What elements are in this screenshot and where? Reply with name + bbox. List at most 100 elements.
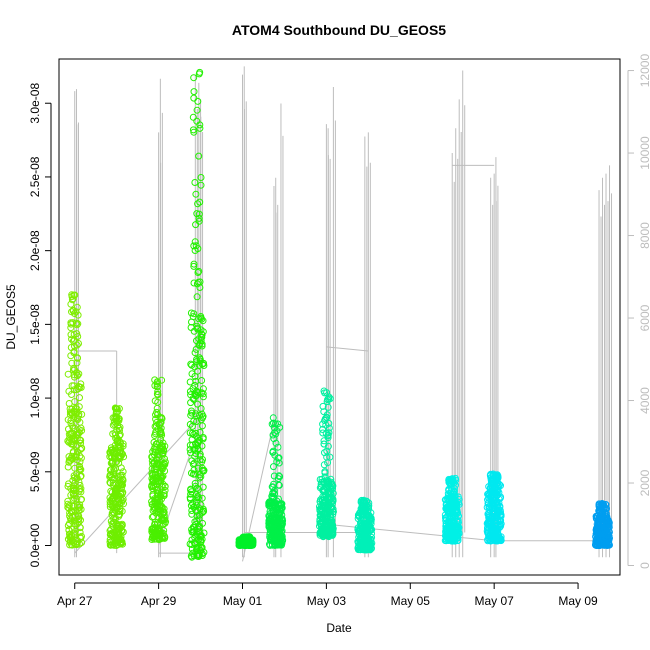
data-point	[195, 486, 203, 493]
data-point	[113, 405, 121, 413]
data-point	[106, 536, 114, 544]
data-point	[159, 463, 167, 471]
data-point	[486, 495, 494, 503]
data-point	[602, 510, 610, 518]
data-point	[198, 422, 206, 430]
data-point	[186, 441, 194, 449]
data-point	[189, 395, 197, 402]
data-point	[154, 531, 162, 539]
data-point	[192, 221, 200, 229]
data-point	[71, 527, 79, 535]
y-tick-label: 1.0e-08	[28, 377, 42, 418]
data-point	[64, 370, 72, 378]
points-layer	[64, 68, 613, 561]
x-tick-label: May 09	[558, 594, 598, 608]
data-point	[106, 466, 114, 474]
data-point	[324, 431, 332, 439]
data-point	[320, 522, 328, 530]
data-point	[108, 509, 116, 517]
data-point	[190, 128, 198, 136]
data-point	[443, 516, 451, 524]
data-point	[493, 473, 501, 481]
data-point	[67, 537, 75, 545]
data-point	[495, 499, 503, 507]
data-point	[69, 295, 77, 303]
plot-frame	[58, 58, 621, 576]
data-point	[323, 411, 331, 419]
data-point	[321, 473, 329, 481]
data-point	[268, 502, 276, 510]
data-point	[453, 517, 461, 525]
data-point	[195, 214, 203, 222]
data-point	[197, 181, 205, 189]
data-point	[110, 452, 118, 460]
data-point	[196, 428, 204, 436]
data-point	[192, 429, 200, 437]
data-point	[354, 524, 362, 532]
data-point	[194, 525, 202, 533]
data-point	[64, 522, 72, 529]
data-point	[357, 516, 365, 524]
data-point	[194, 536, 202, 544]
data-point	[194, 269, 202, 276]
data-point	[319, 515, 326, 523]
y-tick-label: 2.0e-08	[28, 230, 42, 271]
data-point	[112, 412, 120, 420]
data-point	[158, 474, 166, 482]
altitude-connector	[326, 346, 369, 352]
data-point	[64, 497, 72, 505]
data-point	[189, 113, 197, 121]
data-point	[73, 359, 81, 367]
data-point	[193, 293, 201, 301]
data-point	[187, 502, 195, 510]
data-point	[149, 460, 157, 468]
data-point	[78, 445, 85, 452]
data-point	[151, 483, 159, 491]
data-point	[190, 88, 198, 96]
data-point	[189, 460, 197, 468]
data-point	[191, 349, 199, 357]
data-point	[107, 496, 115, 504]
data-point	[154, 460, 162, 468]
data-point	[71, 408, 78, 416]
data-point	[115, 526, 123, 534]
data-point	[76, 458, 84, 466]
point-cluster	[592, 500, 613, 549]
data-point	[195, 341, 203, 349]
data-point	[448, 536, 456, 544]
data-point	[188, 553, 196, 561]
data-point	[70, 502, 78, 510]
data-point	[115, 459, 123, 467]
data-point	[199, 390, 207, 398]
data-point	[266, 525, 274, 533]
data-point	[596, 507, 604, 515]
data-point	[328, 529, 336, 537]
data-point	[361, 539, 368, 547]
data-point	[74, 430, 82, 438]
data-point	[444, 492, 452, 500]
data-point	[487, 504, 495, 512]
data-point	[361, 507, 368, 515]
data-point	[66, 534, 74, 542]
x-tick-label: May 01	[223, 594, 263, 608]
data-point	[154, 390, 161, 398]
data-point	[75, 487, 83, 495]
data-point	[198, 509, 206, 516]
data-point	[200, 359, 207, 367]
data-point	[75, 412, 83, 420]
data-point	[156, 470, 164, 477]
data-point	[119, 475, 127, 483]
data-point	[449, 513, 457, 521]
data-point	[70, 494, 78, 502]
data-point	[322, 421, 330, 429]
data-point	[76, 394, 83, 402]
y-tick-label: 3.0e-08	[28, 83, 42, 124]
data-point	[273, 458, 281, 466]
x-tick-label: Apr 29	[141, 594, 177, 608]
data-point	[322, 497, 329, 505]
data-point	[191, 452, 199, 460]
data-point	[192, 410, 200, 418]
data-point	[148, 536, 156, 543]
data-point	[148, 470, 156, 477]
data-point	[490, 487, 498, 495]
